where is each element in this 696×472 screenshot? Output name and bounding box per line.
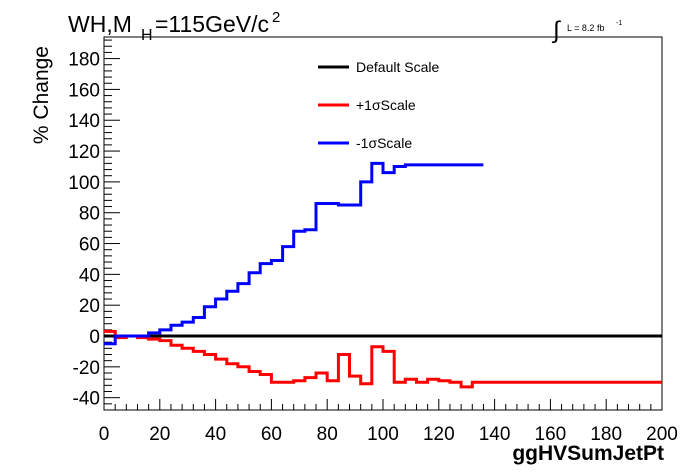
- x-tick-label: 180: [590, 424, 622, 445]
- series-line-1: [104, 329, 662, 389]
- x-tick-label: 120: [423, 424, 455, 445]
- series-line-2: [104, 134, 662, 344]
- y-tick-label: 20: [79, 296, 100, 317]
- y-axis: -40 -20 0 20 40 60 80 100 120 140 160 180: [68, 39, 120, 411]
- x-axis: 0 20 40 60 80 100 120 140 160 180 200: [99, 399, 678, 445]
- y-tick-label: 140: [68, 111, 100, 132]
- x-axis-title: ggHVSumJetPt: [512, 442, 664, 465]
- x-tick-label: 20: [149, 424, 170, 445]
- x-tick-label: 100: [367, 424, 399, 445]
- x-tick-label: 40: [205, 424, 226, 445]
- x-tick-label: 200: [646, 424, 678, 445]
- y-tick-label: 40: [79, 265, 100, 286]
- legend-label-0: Default Scale: [356, 59, 439, 75]
- x-tick-label: 80: [317, 424, 338, 445]
- legend: Default Scale +1σScale -1σScale: [318, 59, 439, 151]
- x-tick-label: 160: [535, 424, 567, 445]
- y-tick-label: 180: [68, 50, 100, 71]
- series-layer: [104, 134, 662, 389]
- chart-title: WH,M H =115GeV/c 2: [68, 9, 280, 44]
- y-tick-label: 60: [79, 235, 100, 256]
- legend-label-1: +1σScale: [356, 97, 416, 113]
- y-tick-label: 100: [68, 173, 100, 194]
- x-tick-label: 60: [261, 424, 282, 445]
- y-tick-label: 160: [68, 80, 100, 101]
- y-tick-label: 0: [89, 327, 100, 348]
- luminosity-superscript: -1: [616, 20, 622, 27]
- title-superscript: 2: [272, 9, 280, 26]
- title-mass: =115GeV/c: [155, 11, 269, 37]
- title-subscript: H: [141, 27, 153, 44]
- y-tick-label: -40: [73, 389, 100, 410]
- legend-label-2: -1σScale: [356, 135, 412, 151]
- title-process: WH,M: [68, 11, 132, 37]
- y-tick-label: -20: [73, 358, 100, 379]
- y-tick-label: 80: [79, 204, 100, 225]
- x-tick-label: 140: [479, 424, 511, 445]
- luminosity-text: L = 8.2 fb: [567, 23, 604, 33]
- integral-symbol: ∫: [551, 17, 561, 44]
- y-tick-label: 120: [68, 142, 100, 163]
- luminosity-label: ∫ L = 8.2 fb -1: [551, 17, 622, 44]
- y-axis-title: % Change: [30, 46, 53, 144]
- plot-frame: [103, 36, 663, 411]
- x-tick-label: 0: [99, 424, 110, 445]
